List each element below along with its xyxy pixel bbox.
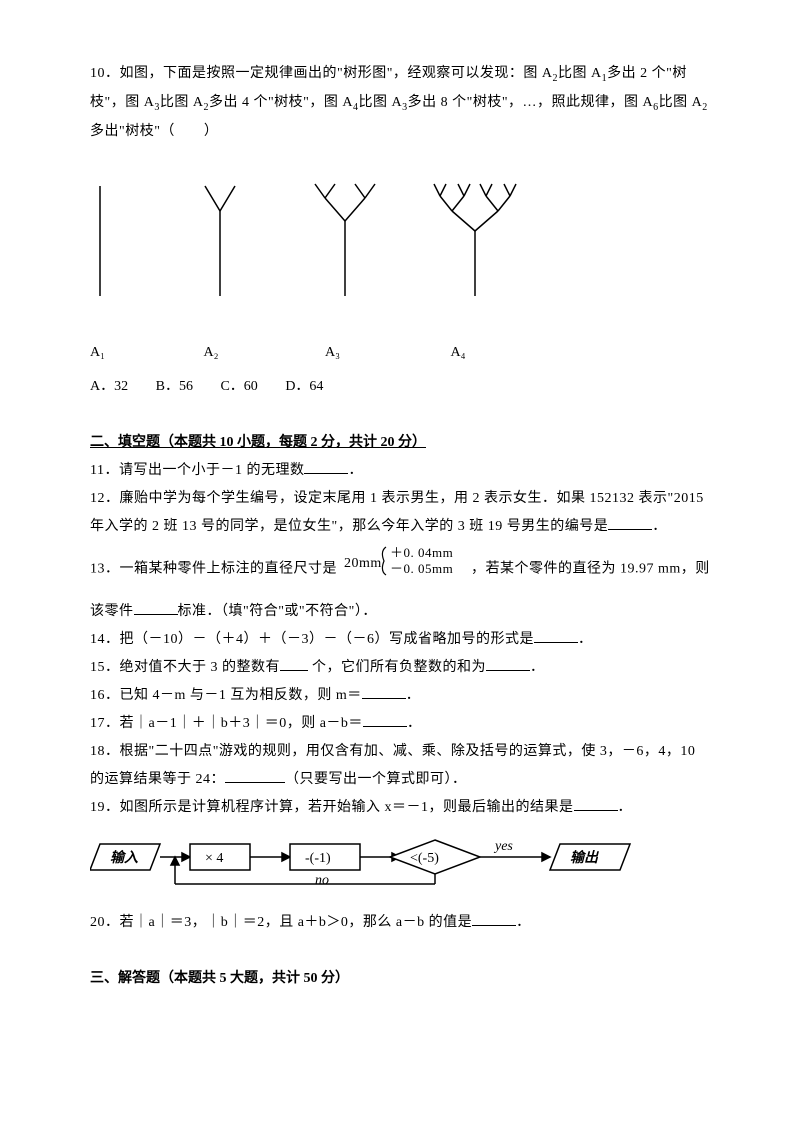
q10-optD: D．64 xyxy=(285,379,323,394)
q16-t1: 16．已知 4－m 与－1 互为相反数，则 m＝ xyxy=(90,688,362,703)
q10-t7: 多出 8 个"树枝"，…，照此规律，图 A xyxy=(408,95,654,110)
flow-b2: -(-1) xyxy=(305,851,331,866)
q19-blank xyxy=(574,794,618,811)
q10-t4: 比图 A xyxy=(160,95,204,110)
flow-output: 输出 xyxy=(570,849,599,866)
q20-blank xyxy=(472,909,516,926)
q17-blank xyxy=(363,710,407,727)
q16-blank xyxy=(362,682,406,699)
q15-t1: 15．绝对值不大于 3 的整数有 xyxy=(90,660,280,675)
q15-blank2 xyxy=(486,654,530,671)
q10-options: A．32 B．56 C．60 D．64 xyxy=(90,373,710,401)
q14-blank xyxy=(534,626,578,643)
q10-t5: 多出 4 个"树枝"，图 A xyxy=(209,95,353,110)
q10-t2: 比图 A xyxy=(558,66,602,81)
q10-text: 10．如图，下面是按照一定规律画出的"树形图"，经观察可以发现：图 A2比图 A… xyxy=(90,60,710,146)
q10-optA: A．32 xyxy=(90,379,128,394)
label-a4: A₄ xyxy=(451,339,466,367)
page: 10．如图，下面是按照一定规律画出的"树形图"，经观察可以发现：图 A2比图 A… xyxy=(0,0,800,1132)
q10-s8: 2 xyxy=(702,102,708,113)
q11: 11．请写出一个小于－1 的无理数 ． xyxy=(90,457,710,485)
tree-labels: A₁ A₂ A₃ A₄ xyxy=(90,339,710,367)
q15-tmid: 个，它们所有负整数的和为 xyxy=(308,660,486,675)
q10-optC: C．60 xyxy=(220,379,257,394)
q11-t2: ． xyxy=(348,463,363,478)
section2-title: 二、填空题（本题共 10 小题，每题 2 分，共计 20 分） xyxy=(90,429,710,457)
q15-blank1 xyxy=(280,654,308,671)
q20-t1: 20．若｜a｜＝3，｜b｜＝2，且 a＋b＞0，那么 a－b 的值是 xyxy=(90,915,472,930)
q13-t1: 13．一箱某种零件上标注的直径尺寸是 xyxy=(90,561,337,576)
q19-t1: 19．如图所示是计算机程序计算，若开始输入 x＝－1，则最后输出的结果是 xyxy=(90,800,574,815)
q18-t2: （只要写出一个算式即可）． xyxy=(285,772,467,787)
q16: 16．已知 4－m 与－1 互为相反数，则 m＝ ． xyxy=(90,682,710,710)
q10-t1: 10．如图，下面是按照一定规律画出的"树形图"，经观察可以发现：图 A xyxy=(90,66,553,81)
label-a3: A₃ xyxy=(325,339,447,367)
flow-yes: yes xyxy=(493,839,513,854)
tol-bottom: －0. 05mm xyxy=(390,561,453,576)
tolerance-notation: 20mm ＋0. 04mm －0. 05mm xyxy=(344,541,464,592)
q14-t2: ． xyxy=(578,632,593,647)
q17: 17．若｜a－1｜＋｜b＋3｜＝0，则 a－b＝ ． xyxy=(90,710,710,738)
q11-t1: 11．请写出一个小于－1 的无理数 xyxy=(90,463,304,478)
q19: 19．如图所示是计算机程序计算，若开始输入 x＝－1，则最后输出的结果是 ． xyxy=(90,794,710,822)
section3-title: 三、解答题（本题共 5 大题，共计 50 分） xyxy=(90,965,710,993)
tol-prefix: 20mm xyxy=(344,556,382,571)
label-a1: A₁ xyxy=(90,339,200,367)
flow-no: no xyxy=(315,873,329,888)
q10-optB: B．56 xyxy=(156,379,193,394)
q10-t9: 多出"树枝"（ ） xyxy=(90,124,218,139)
q20-t2: ． xyxy=(516,915,531,930)
q11-blank xyxy=(304,457,348,474)
q10-t8: 比图 A xyxy=(659,95,703,110)
q17-t2: ． xyxy=(407,716,422,731)
q16-t2: ． xyxy=(406,688,421,703)
q18-blank xyxy=(225,766,285,783)
q13-blank xyxy=(134,598,178,615)
q12-blank xyxy=(608,513,652,530)
q13: 13．一箱某种零件上标注的直径尺寸是 20mm ＋0. 04mm －0. 05m… xyxy=(90,541,710,626)
tol-top: ＋0. 04mm xyxy=(390,545,453,560)
q12: 12．廉贻中学为每个学生编号，设定末尾用 1 表示男生，用 2 表示女生．如果 … xyxy=(90,485,710,541)
q10-t6: 比图 A xyxy=(359,95,403,110)
flow-input: 输入 xyxy=(110,849,138,866)
flow-cond: <(-5) xyxy=(410,851,439,866)
q19-t2: ． xyxy=(618,800,633,815)
q14-t1: 14．把（－10）－（＋4）＋（－3）－（－6）写成省略加号的形式是 xyxy=(90,632,534,647)
flow-b1: × 4 xyxy=(205,851,223,866)
q18: 18．根据"二十四点"游戏的规则，用仅含有加、减、乘、除及括号的运算式，使 3，… xyxy=(90,738,710,794)
flowchart: 输入 × 4 -(-1) <(-5) yes 输出 xyxy=(90,832,650,892)
q14: 14．把（－10）－（＋4）＋（－3）－（－6）写成省略加号的形式是 ． xyxy=(90,626,710,654)
q13-t2: 标准．（填"符合"或"不符合"）． xyxy=(178,604,377,619)
q12-t2: ． xyxy=(652,519,667,534)
q15: 15．绝对值不大于 3 的整数有 个，它们所有负整数的和为 ． xyxy=(90,654,710,682)
label-a2: A₂ xyxy=(204,339,322,367)
q17-t1: 17．若｜a－1｜＋｜b＋3｜＝0，则 a－b＝ xyxy=(90,716,363,731)
q15-t2: ． xyxy=(530,660,545,675)
tree-diagram xyxy=(90,166,530,316)
q20: 20．若｜a｜＝3，｜b｜＝2，且 a＋b＞0，那么 a－b 的值是 ． xyxy=(90,909,710,937)
